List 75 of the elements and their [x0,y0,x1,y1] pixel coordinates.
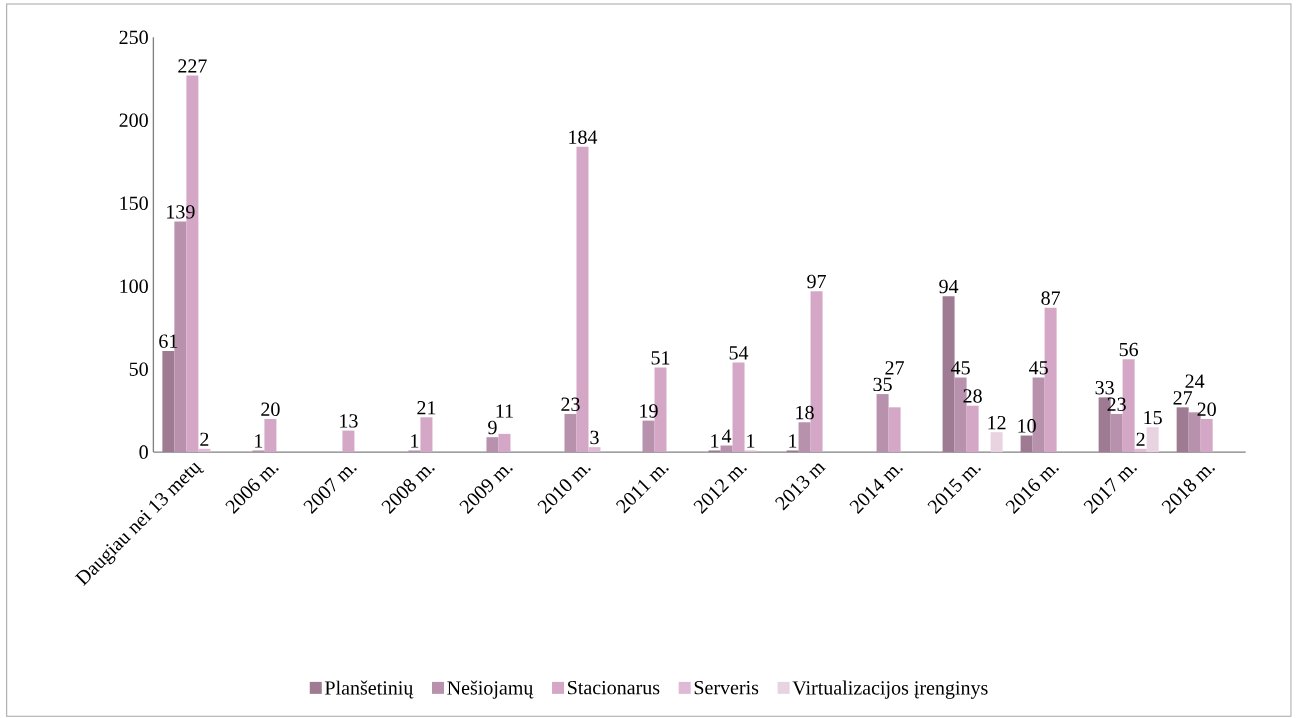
bar [876,394,889,453]
data-label: 97 [807,275,826,289]
data-label: 1 [747,434,755,448]
bar [264,419,277,453]
legend-label: Virtualizacijos įrenginys [792,680,988,700]
bar [798,422,811,453]
bar [162,351,175,453]
data-label: 33 [1095,381,1114,395]
data-label: 11 [496,404,513,418]
data-label: 51 [651,351,670,365]
data-label: 2 [1136,432,1145,447]
data-label: 28 [963,389,982,403]
bar [198,449,211,453]
bar [342,430,355,453]
bar [1176,407,1189,453]
data-label: 20 [1197,402,1216,417]
bar [486,437,499,453]
data-label: 1 [789,434,797,448]
legend-label: Serveris [694,681,759,695]
bar [1200,419,1213,453]
data-label: 3 [590,431,599,445]
legend-label: Nešiojamų [447,680,534,700]
data-label: 1 [411,434,419,448]
bar [1134,449,1147,453]
data-label: 139 [167,205,195,219]
data-label: 23 [561,397,580,412]
bar [720,445,733,453]
bar [990,432,1003,453]
bar [642,420,655,453]
data-label: 19 [640,404,658,418]
data-label: 54 [729,346,749,360]
y-tick-label: 200 [119,113,148,128]
data-label: 1 [255,434,263,448]
data-label: 45 [950,361,970,375]
data-label: 227 [178,59,207,73]
data-label: 45 [1029,361,1048,375]
data-label: 10 [1018,419,1036,433]
bar [1020,435,1033,453]
y-tick-label: 0 [139,445,148,460]
data-label: 18 [796,406,814,420]
data-label: 61 [159,334,178,349]
bar [1146,427,1159,453]
data-label: 27 [1173,391,1193,405]
bar [732,362,745,453]
y-tick-label: 100 [120,279,148,294]
data-label: 23 [1107,397,1126,412]
data-label: 9 [488,421,497,435]
data-label: 2 [200,432,209,447]
data-label: 27 [885,361,904,375]
data-label: 184 [569,130,598,145]
legend-label: Stacionarus [568,681,660,695]
bar [888,407,901,453]
bar [966,405,979,453]
bar [588,447,601,453]
data-label: 35 [873,377,892,392]
bar [1110,414,1123,453]
y-tick-label: 250 [119,30,148,45]
bar [564,414,577,453]
x-tick-label: 2011 m. [615,467,669,514]
data-label: 87 [1041,291,1061,306]
y-tick-label: 150 [120,196,148,211]
data-label: 12 [988,416,1006,430]
data-label: 94 [939,280,959,294]
legend-label: Planšetinių [325,680,414,699]
data-label: 21 [417,401,436,415]
data-label: 1 [711,434,719,448]
y-tick-label: 50 [129,362,148,377]
bar [420,417,433,453]
data-label: 20 [261,402,280,417]
data-label: 15 [1144,411,1162,425]
data-label: 4 [721,429,732,443]
bar [498,434,511,453]
data-label: 24 [1185,374,1205,388]
data-label: 56 [1119,343,1139,357]
data-label: 13 [340,414,358,428]
